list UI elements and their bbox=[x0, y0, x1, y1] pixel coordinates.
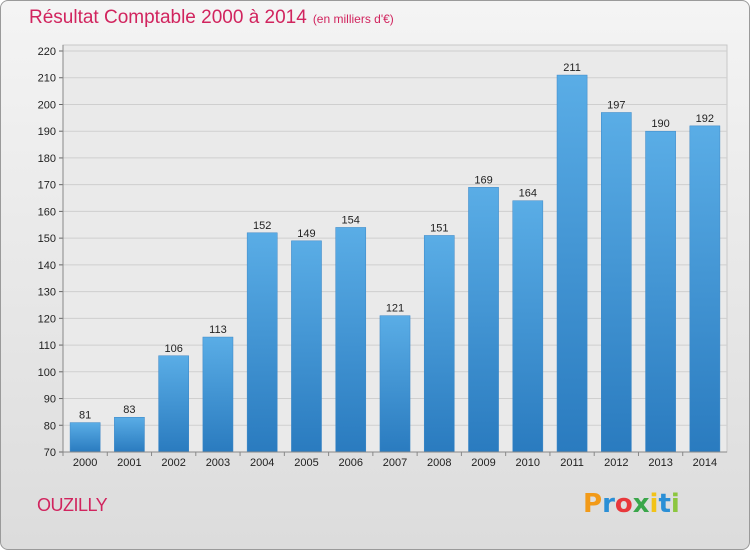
bar-2002 bbox=[158, 355, 189, 453]
y-tick-label: 170 bbox=[38, 180, 56, 192]
x-tick-label-2001: 2001 bbox=[117, 457, 141, 469]
bar-2011 bbox=[556, 74, 588, 453]
x-tick-label-2004: 2004 bbox=[250, 457, 274, 469]
bar-2000 bbox=[69, 422, 101, 453]
bar-2009 bbox=[468, 187, 499, 453]
bar-2001 bbox=[114, 416, 145, 453]
y-tick-label: 70 bbox=[44, 447, 56, 459]
y-tick-label: 80 bbox=[44, 420, 56, 432]
y-tick-label: 200 bbox=[38, 99, 56, 111]
y-tick-label: 130 bbox=[38, 287, 56, 299]
x-tick-label-2002: 2002 bbox=[161, 457, 185, 469]
value-label-2001: 83 bbox=[123, 404, 135, 416]
x-tick-label-2005: 2005 bbox=[294, 457, 318, 469]
x-tick-label-2009: 2009 bbox=[471, 457, 495, 469]
chart-title: Résultat Comptable 2000 à 2014 (en millie… bbox=[29, 7, 394, 29]
value-label-2010: 164 bbox=[519, 188, 537, 200]
value-label-2012: 197 bbox=[607, 99, 625, 111]
bar-2013 bbox=[645, 130, 676, 453]
value-label-2003: 113 bbox=[209, 324, 227, 336]
logo-letter: i bbox=[670, 489, 680, 519]
x-tick-label-2013: 2013 bbox=[648, 457, 672, 469]
bars: 81 83 106 113 152 149 154 121 151 169 164 211 197 190… bbox=[69, 62, 721, 453]
logo-letter: x bbox=[632, 489, 650, 519]
axes: 7080901001101201301401501601701801902002… bbox=[38, 45, 727, 469]
x-tick-label-2011: 2011 bbox=[560, 457, 584, 469]
x-tick-label-2000: 2000 bbox=[73, 457, 97, 469]
bar-2003 bbox=[202, 336, 234, 453]
value-label-2011: 211 bbox=[563, 62, 581, 74]
bar-2006 bbox=[335, 227, 367, 453]
y-tick-label: 210 bbox=[38, 73, 56, 85]
y-tick-label: 220 bbox=[38, 46, 56, 58]
y-tick-label: 180 bbox=[38, 153, 56, 165]
logo-letter: r bbox=[602, 489, 615, 519]
x-tick-label-2010: 2010 bbox=[516, 457, 540, 469]
y-tick-label: 160 bbox=[38, 206, 56, 218]
x-tick-label-2003: 2003 bbox=[206, 457, 230, 469]
value-label-2006: 154 bbox=[342, 214, 360, 226]
value-label-2000: 81 bbox=[79, 410, 91, 422]
y-tick-label: 150 bbox=[38, 233, 56, 245]
logo-letter: t bbox=[658, 489, 671, 519]
chart-subtitle: (en milliers d'€) bbox=[312, 12, 394, 26]
value-label-2013: 190 bbox=[651, 118, 669, 130]
bar-2005 bbox=[291, 240, 322, 453]
y-tick-label: 90 bbox=[44, 394, 56, 406]
y-tick-label: 110 bbox=[38, 340, 56, 352]
bar-2007 bbox=[379, 315, 411, 453]
y-tick-label: 100 bbox=[38, 367, 56, 379]
value-label-2005: 149 bbox=[297, 228, 315, 240]
value-label-2014: 192 bbox=[696, 113, 714, 125]
bar-2008 bbox=[423, 235, 455, 453]
x-tick-label-2007: 2007 bbox=[383, 457, 407, 469]
bar-2004 bbox=[246, 232, 278, 453]
bar-2010 bbox=[512, 200, 544, 453]
value-label-2009: 169 bbox=[474, 174, 492, 186]
proxiti-logo: Proxiti bbox=[583, 489, 680, 519]
value-label-2004: 152 bbox=[253, 220, 271, 232]
bar-2012 bbox=[601, 112, 632, 453]
x-tick-label-2012: 2012 bbox=[604, 457, 628, 469]
value-label-2007: 121 bbox=[386, 303, 404, 315]
logo-letter: i bbox=[649, 489, 659, 519]
y-tick-label: 120 bbox=[38, 313, 56, 325]
title-text: Résultat Comptable 2000 à 2014 bbox=[29, 7, 307, 28]
value-label-2002: 106 bbox=[164, 343, 182, 355]
bar-2014 bbox=[689, 125, 721, 453]
place-name: OUZILLY bbox=[37, 495, 108, 515]
value-label-2008: 151 bbox=[430, 222, 448, 234]
y-tick-label: 190 bbox=[38, 126, 56, 138]
y-tick-label: 140 bbox=[38, 260, 56, 272]
x-tick-label-2014: 2014 bbox=[693, 457, 717, 469]
x-tick-label-2008: 2008 bbox=[427, 457, 451, 469]
logo-letter: P bbox=[583, 489, 603, 519]
logo-letter: o bbox=[614, 489, 633, 519]
x-tick-label-2006: 2006 bbox=[338, 457, 362, 469]
